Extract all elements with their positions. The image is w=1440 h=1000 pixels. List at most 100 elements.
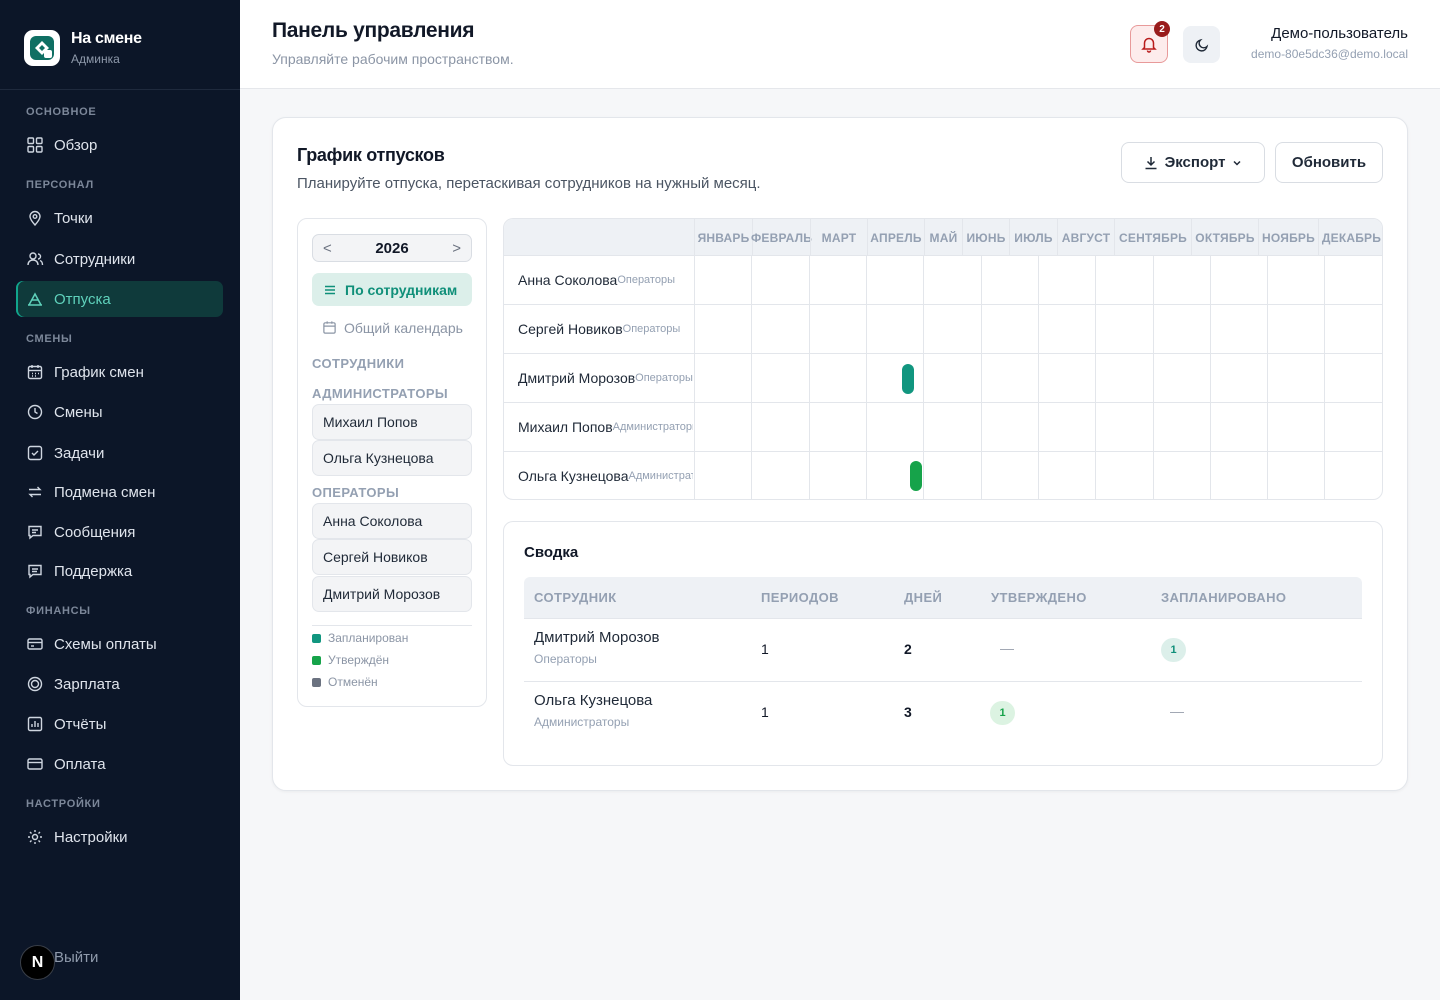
support-icon [28,564,42,579]
legend-planned: Запланирован [312,631,408,645]
sidebar-item-label: Отчёты [54,715,107,733]
periods-value: 1 [761,641,769,657]
users-icon [27,252,44,266]
prev-year-button[interactable]: < [323,239,332,257]
dev-badge[interactable]: N [20,945,55,980]
brand[interactable]: На смене Админка [24,29,142,66]
mode-by-employee-label: По сотрудникам [345,281,458,298]
timeline-row: Сергей Новиков Операторы [504,305,1382,354]
employee-name: Сергей Новиков [518,321,623,337]
grid-line [1038,256,1039,499]
vacation-timeline-grid: ЯНВАРЬ ФЕВРАЛЬ МАРТ АПРЕЛЬ МАЙ ИЮНЬ ИЮЛЬ… [503,218,1383,500]
legend-swatch [312,633,321,643]
sidebar-item-pay-schemes[interactable]: Схемы оплаты [16,626,223,662]
legend-label: Запланирован [328,631,409,645]
sidebar-item-messages[interactable]: Сообщения [16,514,223,550]
employee-group: Администраторы [628,470,693,482]
sidebar-item-label: Подмена смен [54,483,156,501]
legend-divider [312,625,472,626]
vacation-bar-approved[interactable] [910,461,922,491]
employee-chip[interactable]: Михаил Попов [312,404,472,440]
sidebar-item-label: Поддержка [54,562,133,580]
mode-by-employee-button[interactable]: По сотрудникам [312,273,472,306]
vacation-bar-planned[interactable] [902,364,914,394]
sidebar-item-payment[interactable]: Оплата [16,746,223,782]
section-label-staff: ПЕРСОНАЛ [26,179,94,191]
message-icon [28,525,42,540]
grid-line [1095,256,1096,499]
employees-label: СОТРУДНИКИ [312,356,405,371]
top-header: Панель управления Управляйте рабочим про… [240,0,1440,89]
sidebar-item-shift-swap[interactable]: Подмена смен [16,474,223,510]
page-subtitle: Управляйте рабочим пространством. [272,51,514,67]
timeline-row-label: Сергей Новиков Операторы [518,305,693,353]
brand-subtitle: Админка [71,52,120,66]
sidebar-item-employees[interactable]: Сотрудники [16,241,223,277]
sidebar-item-shifts[interactable]: Смены [16,394,223,430]
employee-name: Ольга Кузнецова [518,468,629,484]
card-subtitle: Планируйте отпуска, перетаскивая сотрудн… [297,175,761,192]
sidebar-item-label: Сообщения [54,523,136,541]
planned-value: — [1170,703,1184,719]
logout-button[interactable]: Выйти [54,949,99,966]
sidebar-item-shift-schedule[interactable]: График смен [16,354,223,390]
export-button[interactable]: Экспорт [1121,142,1265,183]
bell-icon [1141,37,1157,53]
section-label-shifts: СМЕНЫ [26,333,73,345]
section-label-settings: НАСТРОЙКИ [26,798,101,810]
sidebar-item-label: Оплата [54,755,106,773]
month-header: АВГУСТ [1057,219,1114,256]
employee-name: Михаил Попов [518,419,613,435]
summary-panel: Сводка СОТРУДНИК ПЕРИОДОВ ДНЕЙ УТВЕРЖДЕН… [503,521,1383,766]
month-header: МАЙ [924,219,962,256]
grid-line [981,256,982,499]
grid-line [1267,256,1268,499]
sidebar-item-label: Обзор [54,136,98,154]
map-pin-icon [29,210,41,227]
days-value: 2 [904,641,912,657]
sidebar-item-support[interactable]: Поддержка [16,553,223,589]
sidebar-item-tasks[interactable]: Задачи [16,435,223,471]
grid-line [923,256,924,499]
grid-line [694,256,695,499]
sidebar-item-settings[interactable]: Настройки [16,819,223,855]
sidebar-item-salary[interactable]: Зарплата [16,666,223,702]
sidebar-item-vacations[interactable]: Отпуска [16,281,223,317]
checkbox-icon [27,445,43,461]
employee-chip[interactable]: Дмитрий Морозов [312,576,472,612]
sidebar-item-reports[interactable]: Отчёты [16,706,223,742]
timeline-row-label: Михаил Попов Администраторы [518,403,693,451]
mode-calendar-button[interactable]: Общий календарь [312,311,472,344]
sidebar-item-label: Отпуска [54,290,111,308]
moon-icon [1194,38,1208,52]
theme-toggle-button[interactable] [1183,26,1220,63]
sidebar-item-overview[interactable]: Обзор [16,127,223,163]
grid-line [809,256,810,499]
sidebar-item-label: Схемы оплаты [54,635,157,653]
notification-count-badge: 2 [1154,21,1170,37]
refresh-button[interactable]: Обновить [1275,142,1383,183]
employee-chip[interactable]: Сергей Новиков [312,539,472,575]
employee-group: Администраторы [612,421,693,433]
column-header: УТВЕРЖДЕНО [991,590,1087,605]
list-icon [325,285,335,294]
next-year-button[interactable]: > [452,239,461,257]
employee-name: Анна Соколова [518,272,618,288]
export-label: Экспорт [1164,154,1226,171]
notifications-button[interactable]: 2 [1130,21,1170,63]
swap-icon [28,486,42,498]
employee-chip[interactable]: Ольга Кузнецова [312,440,472,476]
month-header: ЯНВАРЬ [694,219,752,256]
sidebar-item-locations[interactable]: Точки [16,200,223,236]
timeline-row: Анна Соколова Операторы [504,256,1382,305]
timeline-row: Дмитрий Морозов Операторы [504,354,1382,403]
user-name[interactable]: Демо-пользователь [1271,25,1408,42]
page-title: Панель управления [272,19,475,42]
brand-logo-icon [24,29,60,66]
column-header: ЗАПЛАНИРОВАНО [1161,590,1287,605]
legend-label: Утверждён [328,653,390,667]
download-icon [1145,156,1157,169]
employee-chip[interactable]: Анна Соколова [312,503,472,539]
grid-icon [27,137,43,153]
grid-line [1382,256,1383,500]
